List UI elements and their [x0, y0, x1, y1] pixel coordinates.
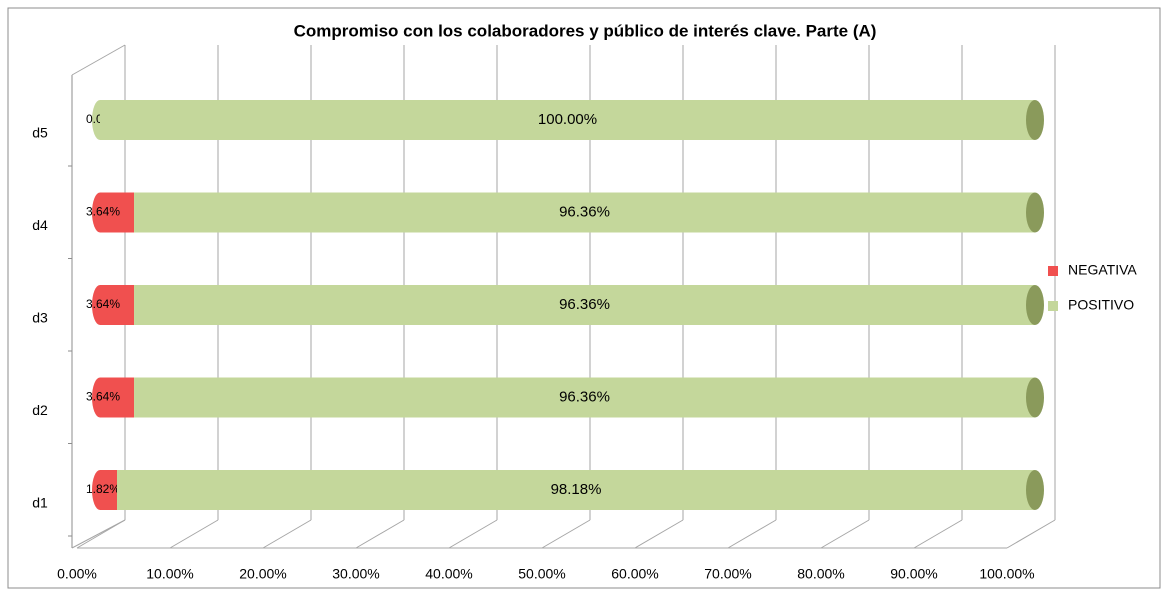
- floor-grid-line: [169, 519, 219, 549]
- data-label: 1.82%: [86, 482, 120, 496]
- floor-grid-line: [541, 519, 591, 549]
- x-tick-label: 70.00%: [704, 566, 751, 582]
- bar-cap-end: [1026, 192, 1044, 233]
- x-tick-label: 0.00%: [57, 566, 97, 582]
- x-tick-label: 80.00%: [797, 566, 844, 582]
- floor-grid-line: [634, 519, 684, 549]
- chart-title: Compromiso con los colaboradores y públi…: [294, 21, 877, 40]
- floor-grid-line: [913, 519, 963, 549]
- bar-segment: [117, 470, 1036, 510]
- legend-label: POSITIVO: [1068, 297, 1134, 313]
- data-label: 3.64%: [86, 297, 120, 311]
- data-label: 100.00%: [538, 111, 597, 128]
- bar-cap-start: [92, 470, 108, 510]
- y-tick-label: d2: [32, 402, 48, 418]
- bar-cap-start: [92, 285, 108, 325]
- bar-cap-start: [92, 192, 108, 233]
- left-wall-top: [71, 44, 126, 76]
- data-label: 96.36%: [559, 388, 610, 405]
- x-tick-label: 20.00%: [239, 566, 286, 582]
- x-tick-label: 90.00%: [890, 566, 937, 582]
- bar-cap-end: [1026, 100, 1044, 140]
- y-tick-label: d3: [32, 310, 48, 326]
- data-label: 98.18%: [551, 481, 602, 498]
- floor-grid-line: [448, 519, 498, 549]
- x-tick-label: 30.00%: [332, 566, 379, 582]
- floor-grid-line: [262, 519, 312, 549]
- y-tick-label: d1: [32, 495, 48, 511]
- bar-cap-end: [1026, 377, 1044, 418]
- data-label: 3.64%: [86, 205, 120, 219]
- x-tick-label: 40.00%: [425, 566, 472, 582]
- legend-swatch: [1048, 301, 1058, 311]
- bar-segment: [134, 377, 1035, 418]
- x-tick-label: 100.00%: [979, 566, 1034, 582]
- floor-grid-line: [727, 519, 777, 549]
- legend-swatch: [1048, 266, 1058, 276]
- y-tick-label: d4: [32, 217, 48, 233]
- bar-segment: [100, 100, 1035, 140]
- data-label: 96.36%: [559, 296, 610, 313]
- legend-label: NEGATIVA: [1068, 262, 1137, 278]
- floor-grid-line: [1006, 519, 1056, 549]
- floor-grid-line: [355, 519, 405, 549]
- y-tick-label: d5: [32, 125, 48, 141]
- bar-cap-start: [92, 377, 108, 418]
- data-label: 3.64%: [86, 390, 120, 404]
- bar-segment: [134, 192, 1035, 233]
- floor-grid-line: [820, 519, 870, 549]
- floor-grid-line: [76, 519, 126, 549]
- bar-segment: [134, 285, 1035, 325]
- data-label: 96.36%: [559, 203, 610, 220]
- x-tick-label: 10.00%: [146, 566, 193, 582]
- bar-cap-end: [1026, 470, 1044, 510]
- x-tick-label: 50.00%: [518, 566, 565, 582]
- bar-cap-end: [1026, 285, 1044, 325]
- x-tick-label: 60.00%: [611, 566, 658, 582]
